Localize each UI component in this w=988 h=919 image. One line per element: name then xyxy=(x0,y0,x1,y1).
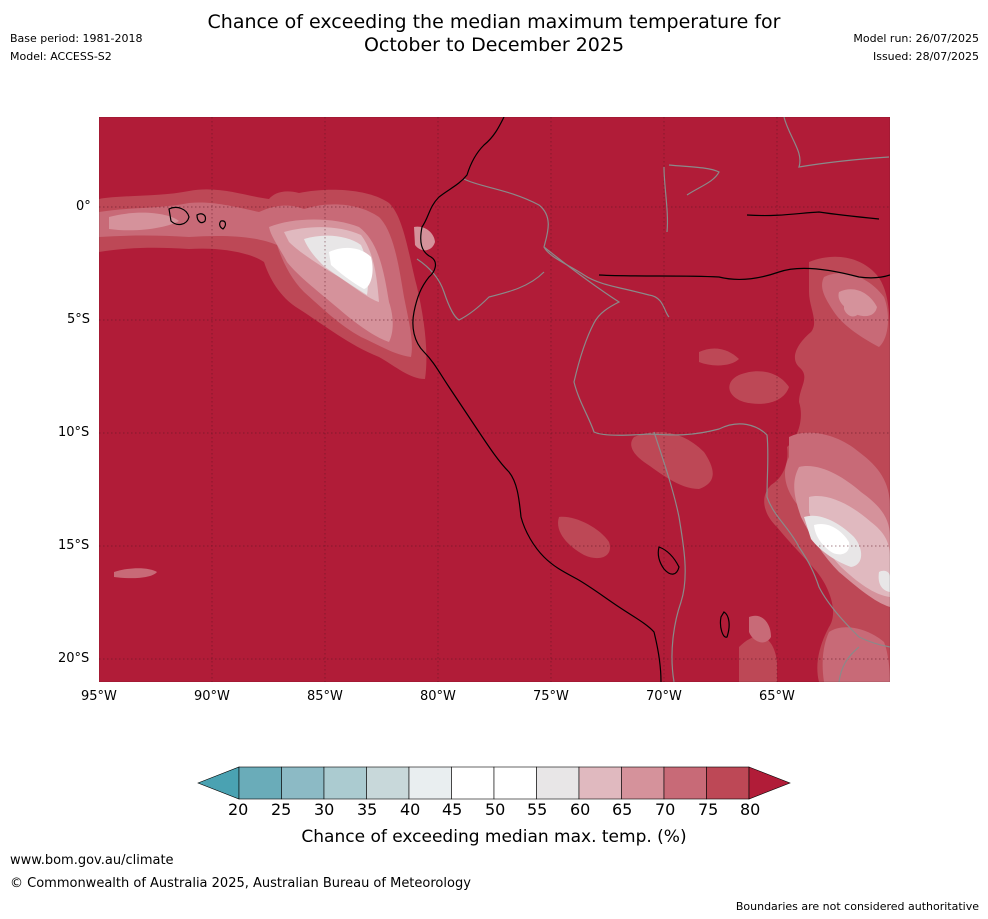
lat-label: 5°S xyxy=(67,312,91,327)
colorbar-tick: 65 xyxy=(612,800,633,819)
lon-label: 75°W xyxy=(533,689,569,704)
colorbar-cell xyxy=(451,766,495,800)
colorbar-tick: 40 xyxy=(400,800,421,819)
base-period: Base period: 1981-2018 xyxy=(10,32,143,45)
colorbar-cell xyxy=(536,766,580,800)
continent-contour-region xyxy=(558,256,890,682)
probability-map xyxy=(99,117,890,682)
lat-label: 0° xyxy=(76,199,91,214)
boundary-disclaimer: Boundaries are not considered authoritat… xyxy=(735,900,979,913)
lat-label: 20°S xyxy=(58,651,90,666)
lon-label: 70°W xyxy=(646,689,682,704)
lat-label: 10°S xyxy=(58,425,90,440)
model-run: Model run: 26/07/2025 xyxy=(853,32,979,45)
colorbar-cell xyxy=(663,766,707,800)
colorbar-tick: 30 xyxy=(314,800,335,819)
colorbar-cell xyxy=(408,766,452,800)
colorbar-tick: 35 xyxy=(357,800,378,819)
title-line-2: October to December 2025 xyxy=(363,34,625,56)
pacific-contour-region xyxy=(99,189,435,579)
lon-label: 85°W xyxy=(307,689,343,704)
colorbar-cell xyxy=(493,766,537,800)
colorbar-under-arrow xyxy=(197,766,240,800)
colorbar-tick: 70 xyxy=(655,800,676,819)
colorbar-cell xyxy=(238,766,282,800)
colorbar-cell xyxy=(281,766,325,800)
colorbar-ticks: 20 25 30 35 40 45 50 55 60 65 70 75 80 xyxy=(0,800,988,820)
colorbar-tick: 55 xyxy=(527,800,548,819)
title-line-1: Chance of exceeding the median maximum t… xyxy=(207,11,781,33)
colorbar-tick: 75 xyxy=(698,800,719,819)
colorbar-cell xyxy=(621,766,665,800)
lon-label: 65°W xyxy=(759,689,795,704)
colorbar-cell xyxy=(366,766,410,800)
header-left: Base period: 1981-2018 Model: ACCESS-S2 xyxy=(10,30,142,66)
colorbar-tick: 80 xyxy=(740,800,761,819)
colorbar-tick: 60 xyxy=(570,800,591,819)
colorbar xyxy=(197,766,791,800)
map-title: Chance of exceeding the median maximum t… xyxy=(0,11,988,57)
colorbar-title: Chance of exceeding median max. temp. (%… xyxy=(301,827,687,847)
lon-label: 90°W xyxy=(194,689,230,704)
coastlines xyxy=(168,117,890,682)
colorbar-cell xyxy=(578,766,622,800)
country-boundaries xyxy=(416,117,890,682)
website-link[interactable]: www.bom.gov.au/climate xyxy=(10,853,174,868)
lon-label: 95°W xyxy=(81,689,117,704)
lon-label: 80°W xyxy=(420,689,456,704)
colorbar-tick: 20 xyxy=(228,800,249,819)
copyright-notice: © Commonwealth of Australia 2025, Austra… xyxy=(10,876,471,891)
colorbar-cell xyxy=(323,766,367,800)
colorbar-tick: 25 xyxy=(271,800,292,819)
header-right: Model run: 26/07/2025 Issued: 28/07/2025 xyxy=(853,30,979,66)
lat-label: 15°S xyxy=(58,538,90,553)
colorbar-cell xyxy=(706,766,750,800)
colorbar-tick: 50 xyxy=(485,800,506,819)
model-name: Model: ACCESS-S2 xyxy=(10,50,112,63)
colorbar-over-arrow xyxy=(748,766,791,800)
issued-date: Issued: 28/07/2025 xyxy=(872,50,979,63)
colorbar-tick: 45 xyxy=(442,800,463,819)
